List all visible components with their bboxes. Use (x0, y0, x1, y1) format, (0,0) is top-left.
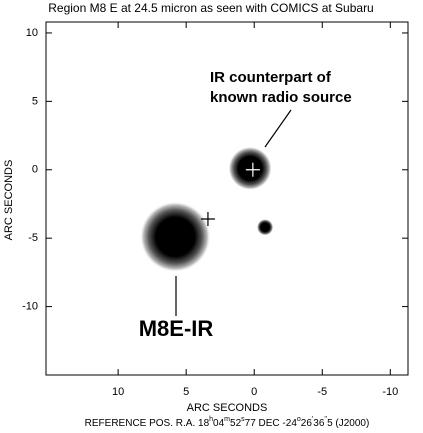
plot-frame (45, 21, 409, 376)
source (139, 201, 211, 273)
source (228, 146, 272, 191)
y-axis-label: ARC SECONDS (3, 160, 15, 241)
x-axis-label: ARC SECONDS (187, 402, 268, 414)
footer: REFERENCE POS. R.A. 18h04m52s77 DEC -24o… (85, 416, 370, 428)
y-tick-label: 0 (32, 164, 38, 176)
cross-marker (200, 212, 215, 227)
footer-part: 26 (301, 418, 313, 429)
x-tick-label: -10 (382, 386, 398, 398)
footer-part: 5 (J2000) (327, 418, 369, 429)
source (256, 219, 274, 236)
y-tick-label: -10 (22, 300, 38, 312)
footer-part: s (241, 416, 245, 423)
footer-part: 04 (213, 418, 225, 429)
footer-part: m (224, 416, 230, 423)
y-tick-label: 10 (26, 27, 38, 39)
annotation-line (264, 109, 292, 148)
annotation: M8E-IR (139, 316, 214, 341)
footer-part: '' (324, 416, 327, 423)
footer-part: o (297, 416, 301, 423)
annotation: known radio source (210, 89, 352, 106)
footer-part: 77 DEC -24 (245, 418, 298, 429)
annotation: IR counterpart of (210, 69, 332, 86)
y-tick-label: -5 (28, 232, 38, 244)
footer-part: ' (312, 416, 313, 423)
footer-part: 52 (230, 418, 242, 429)
x-tick-label: 0 (251, 386, 257, 398)
footer-part: h (209, 416, 213, 423)
y-tick-label: 5 (32, 95, 38, 107)
x-tick-label: -5 (317, 386, 327, 398)
x-tick-label: 10 (112, 386, 124, 398)
footer-part: REFERENCE POS. R.A. 18 (85, 418, 210, 429)
chart-title: Region M8 E at 24.5 micron as seen with … (48, 1, 373, 15)
cross-marker (245, 162, 260, 177)
x-tick-label: 5 (183, 386, 189, 398)
footer-part: 36 (313, 418, 325, 429)
